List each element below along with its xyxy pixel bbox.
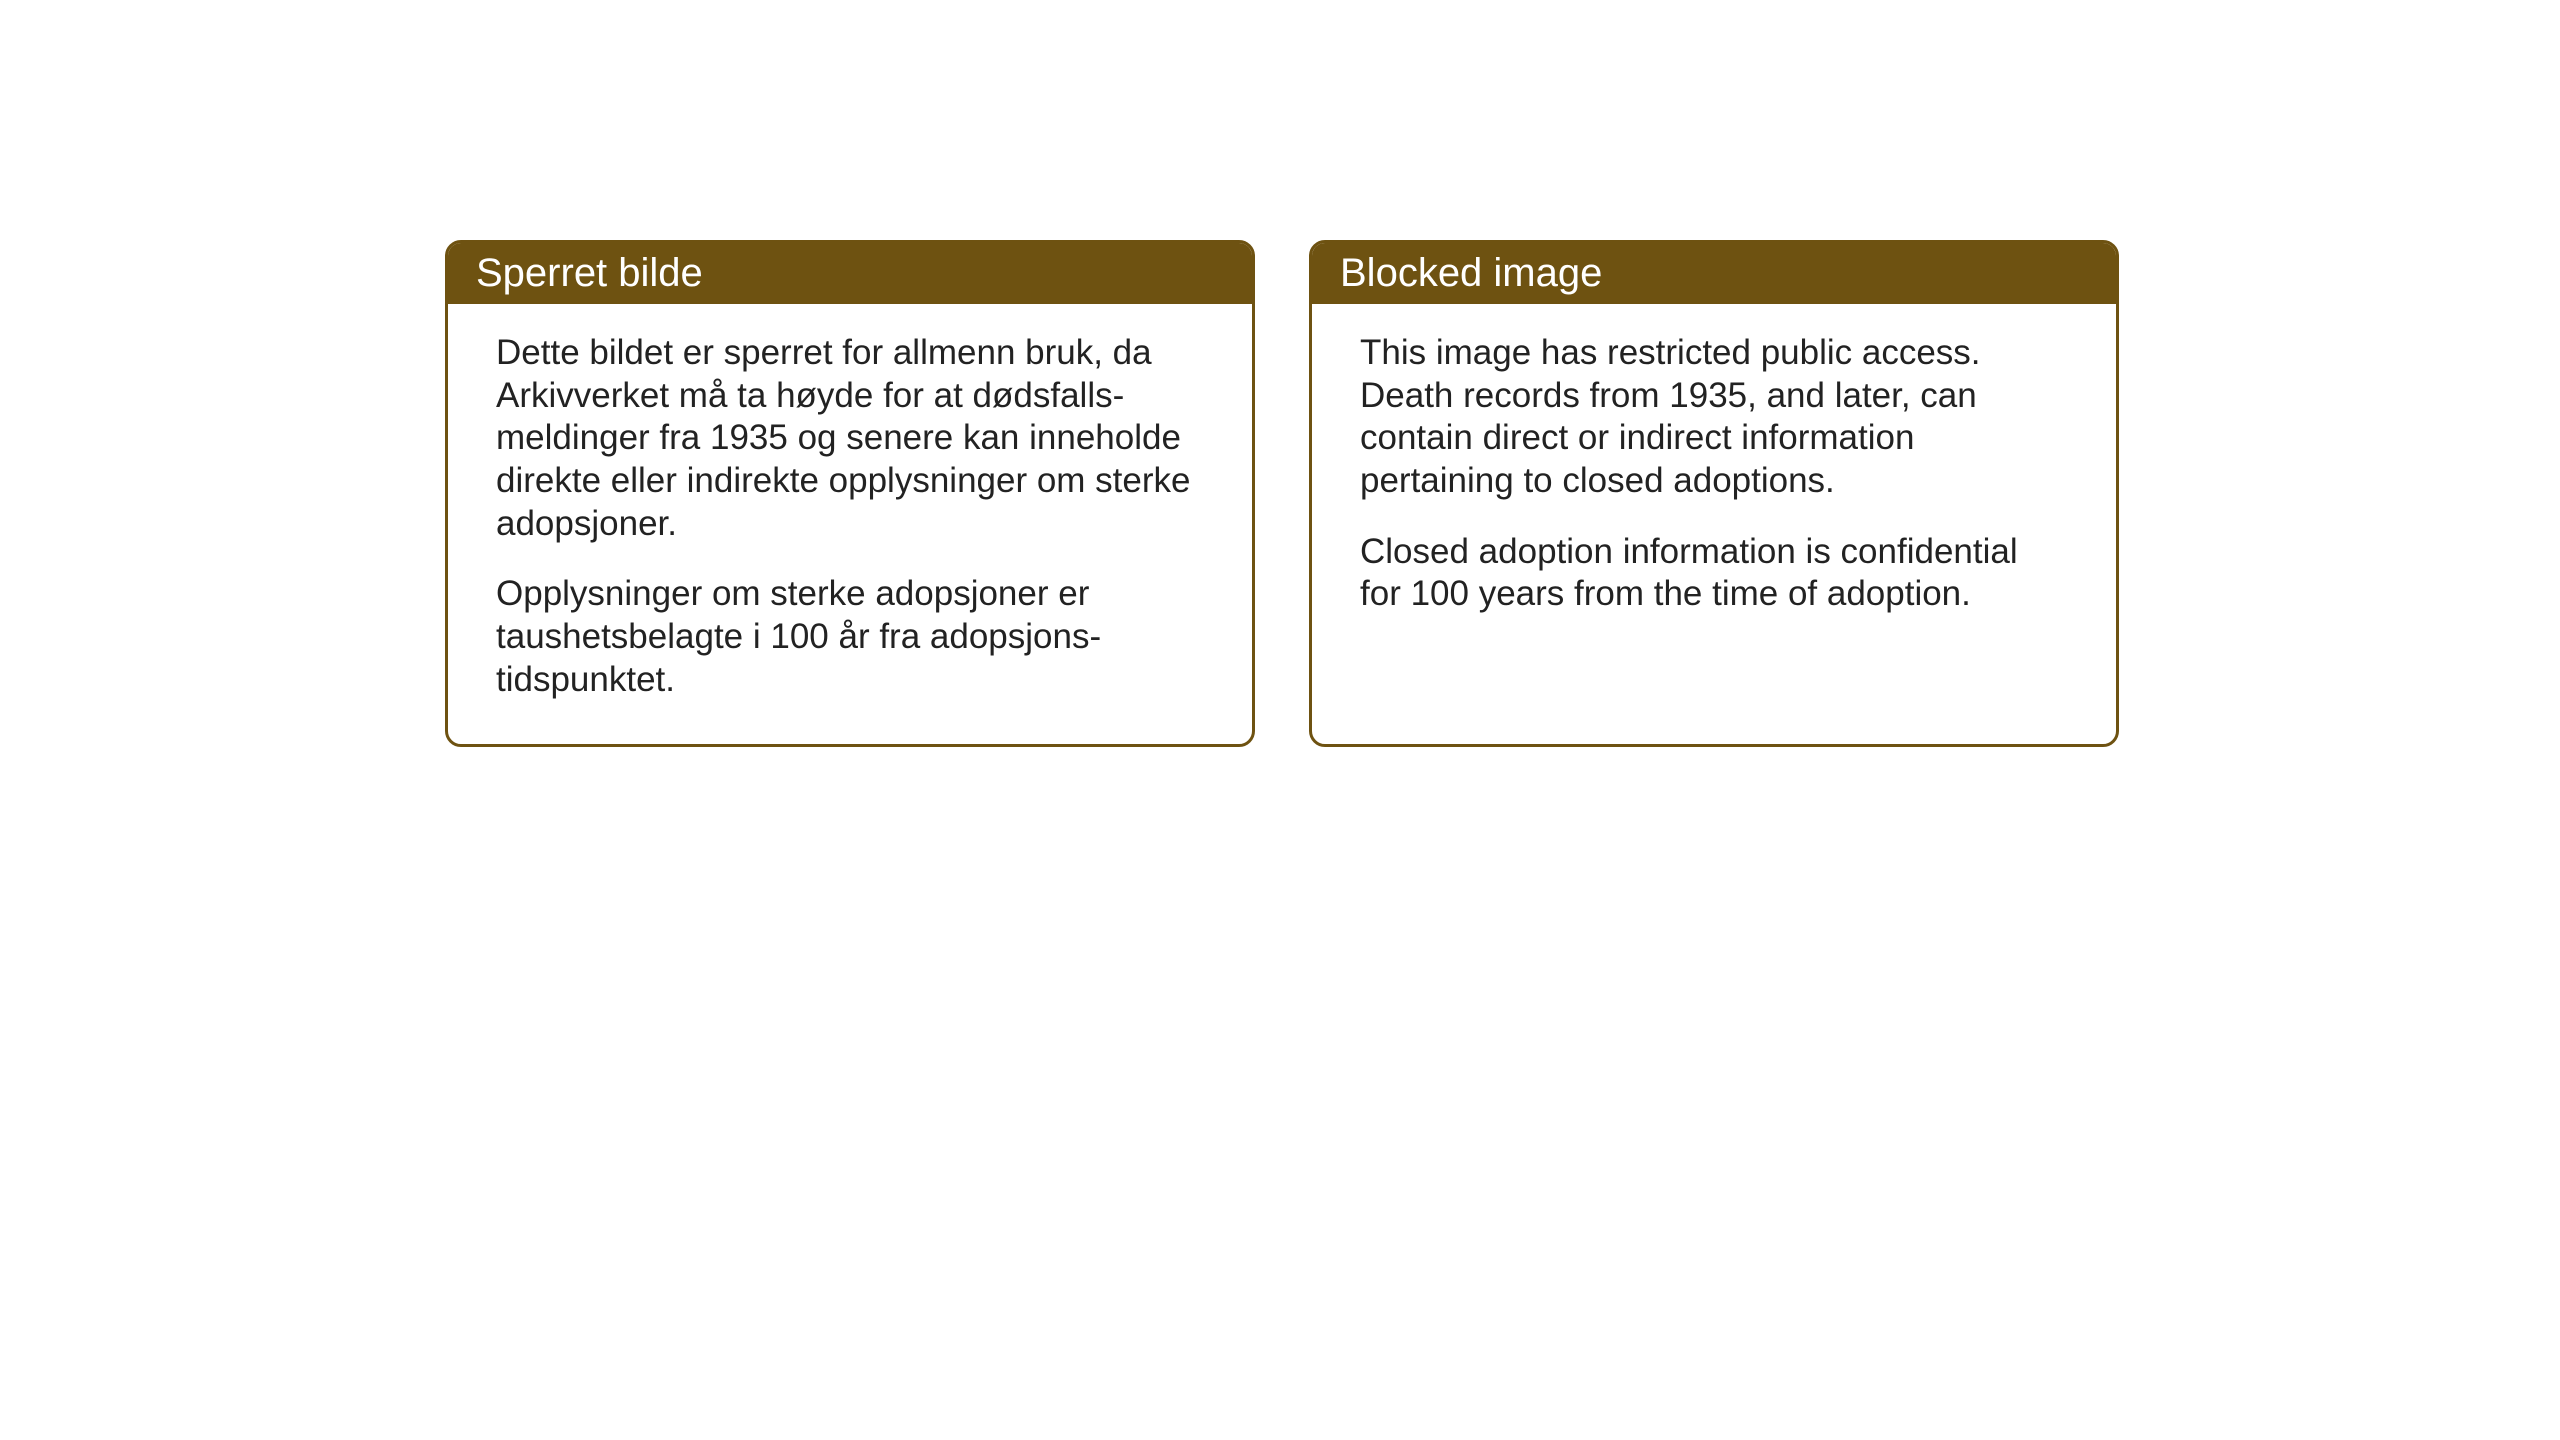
english-paragraph-2: Closed adoption information is confident… [1360,531,2068,616]
norwegian-notice-box: Sperret bilde Dette bildet er sperret fo… [445,240,1255,747]
norwegian-box-body: Dette bildet er sperret for allmenn bruk… [448,304,1252,744]
english-paragraph-1: This image has restricted public access.… [1360,332,2068,503]
norwegian-paragraph-2: Opplysninger om sterke adopsjoner er tau… [496,573,1204,701]
english-box-header: Blocked image [1312,243,2116,304]
english-box-body: This image has restricted public access.… [1312,304,2116,658]
notice-container: Sperret bilde Dette bildet er sperret fo… [445,240,2119,747]
english-notice-box: Blocked image This image has restricted … [1309,240,2119,747]
norwegian-box-header: Sperret bilde [448,243,1252,304]
norwegian-paragraph-1: Dette bildet er sperret for allmenn bruk… [496,332,1204,545]
